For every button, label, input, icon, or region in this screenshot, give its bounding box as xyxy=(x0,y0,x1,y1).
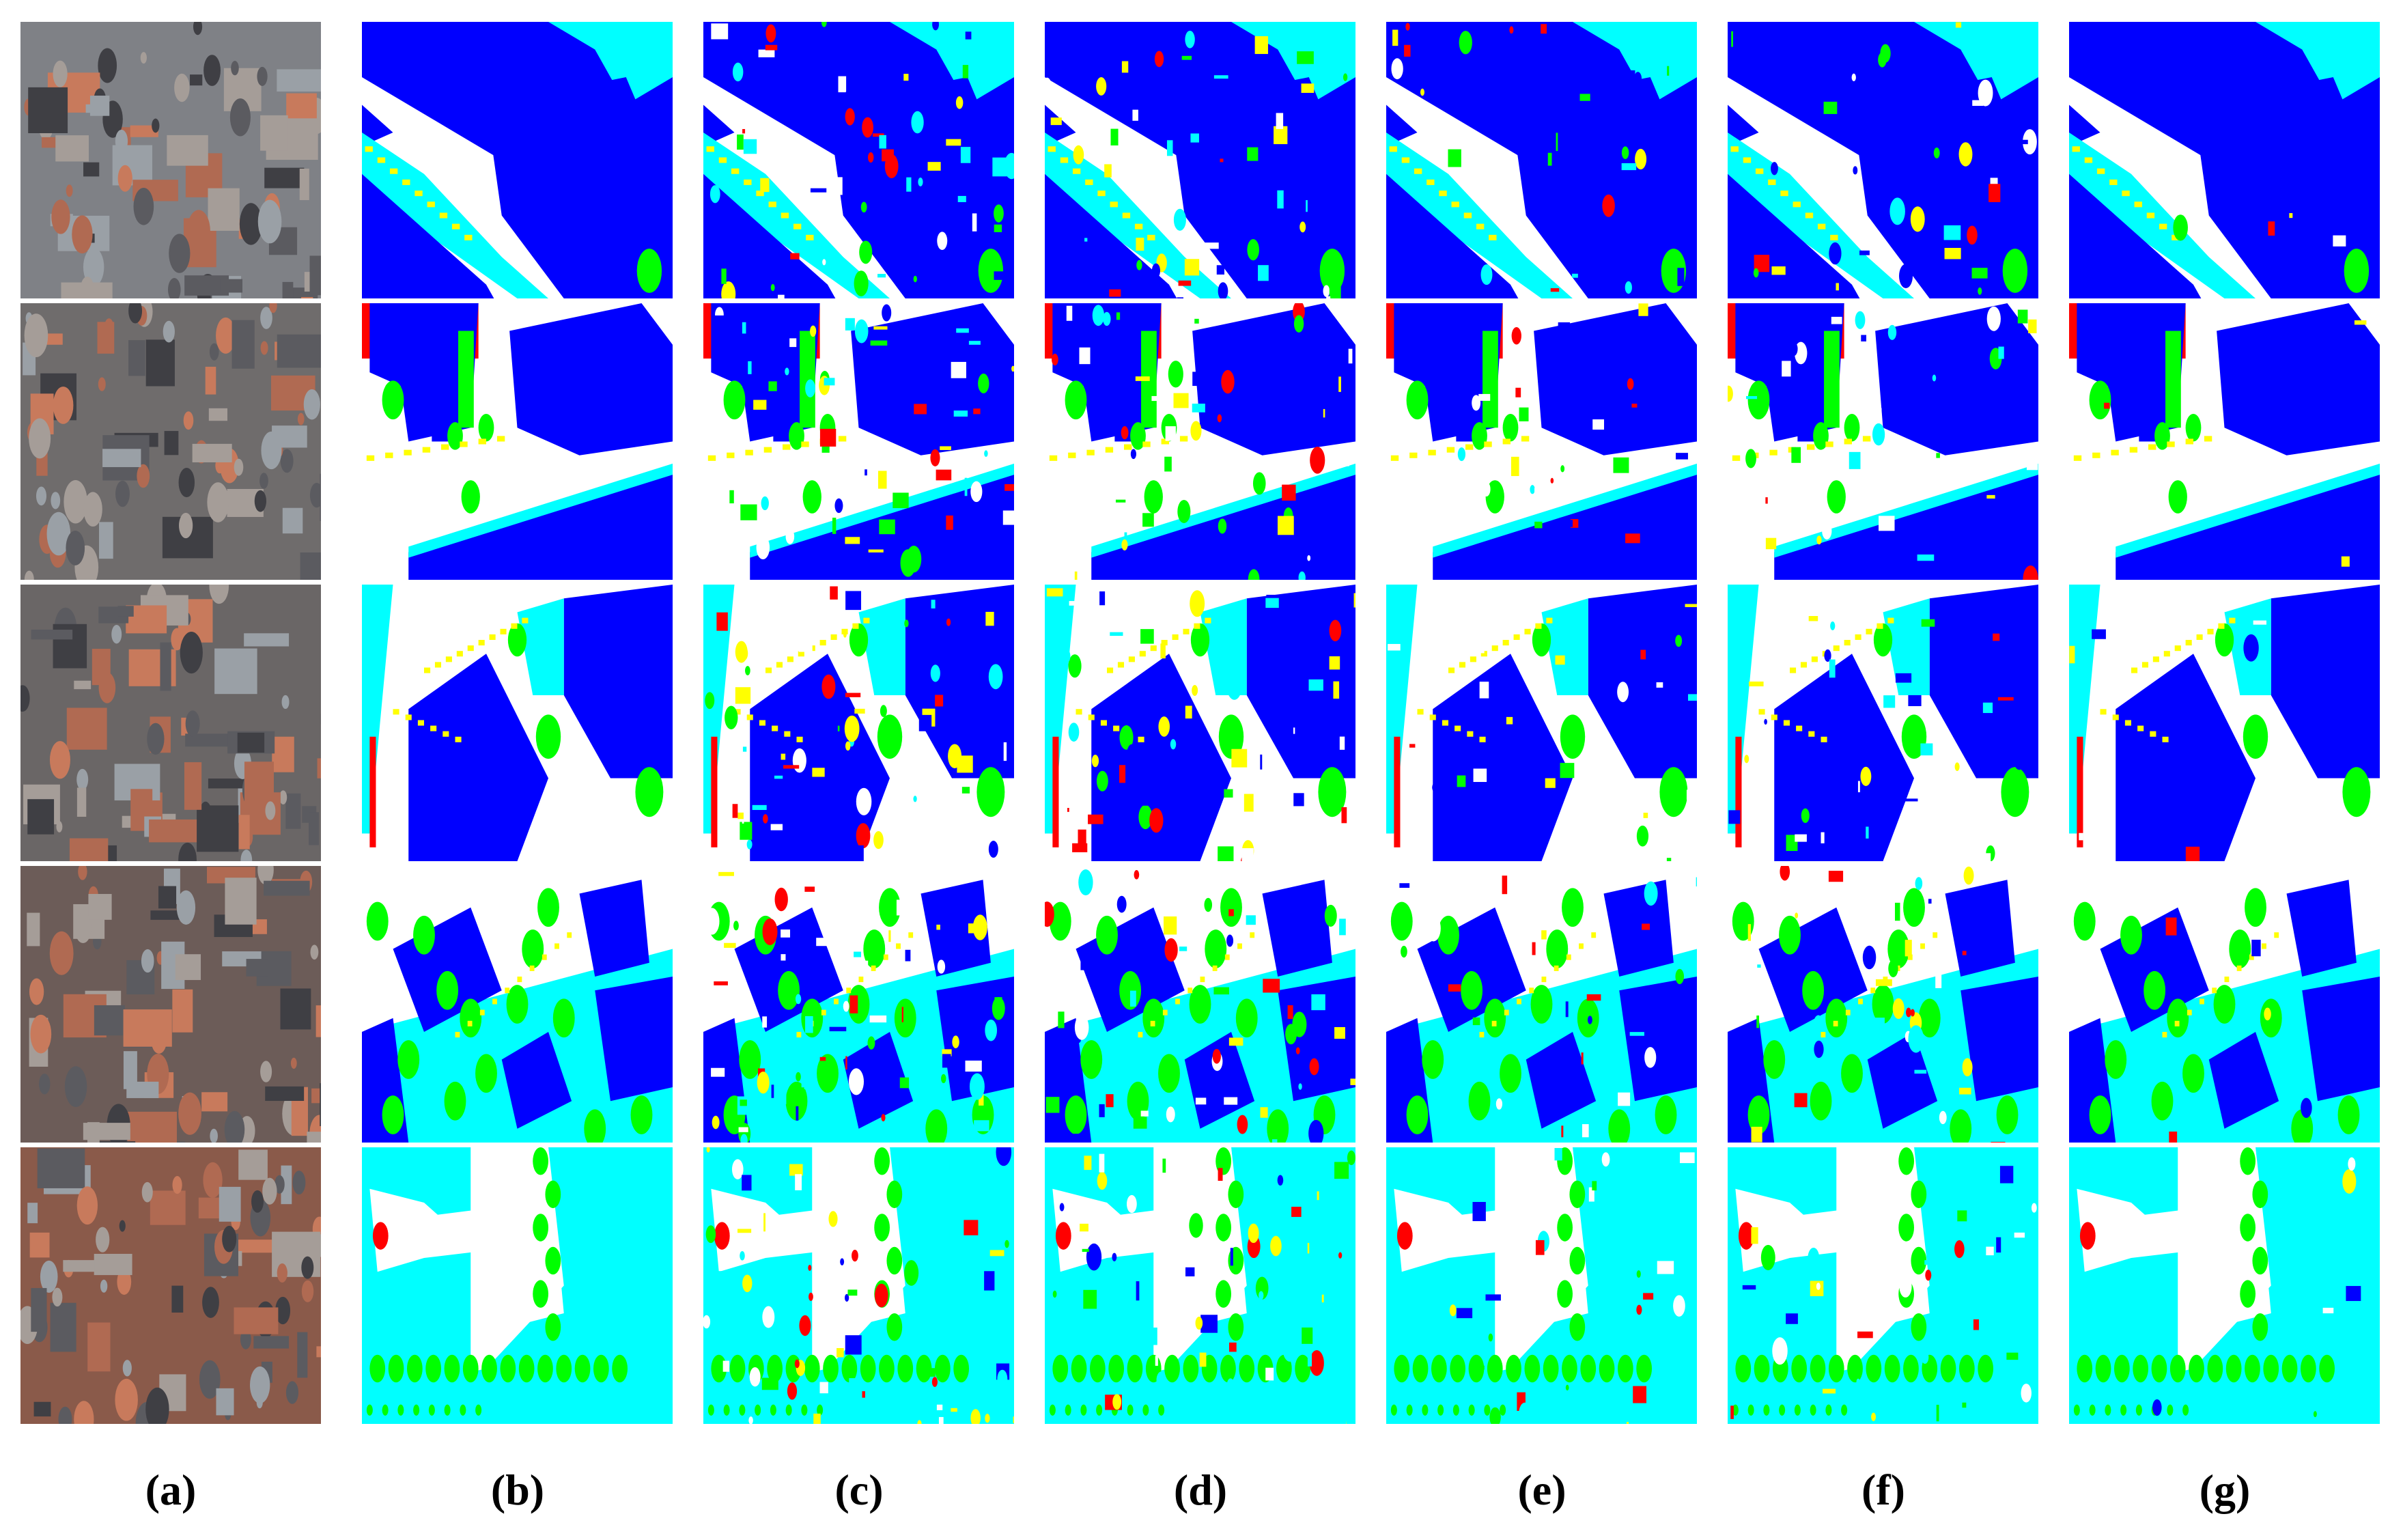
segmentation-map-g-row-5 xyxy=(2069,1147,2380,1424)
segmentation-map-d-row-5 xyxy=(1045,1147,1355,1424)
aerial-image-row-3 xyxy=(20,585,321,861)
segmentation-map-g-row-2 xyxy=(2069,303,2380,580)
segmentation-map-b-row-2 xyxy=(362,303,673,580)
segmentation-map-e-row-1 xyxy=(1386,22,1697,298)
segmentation-map-b-row-1 xyxy=(362,22,673,298)
segmentation-map-e-row-2 xyxy=(1386,303,1697,580)
aerial-image-row-5 xyxy=(20,1147,321,1424)
segmentation-map-c-row-3 xyxy=(703,585,1014,861)
segmentation-map-d-row-4 xyxy=(1045,866,1355,1143)
segmentation-map-b-row-5 xyxy=(362,1147,673,1424)
segmentation-map-g-row-3 xyxy=(2069,585,2380,861)
segmentation-map-d-row-3 xyxy=(1045,585,1355,861)
segmentation-map-d-row-1 xyxy=(1045,22,1355,298)
segmentation-map-f-row-1 xyxy=(1728,22,2038,298)
aerial-image-row-4 xyxy=(20,866,321,1143)
label-c: (c) xyxy=(834,1466,884,1514)
aerial-image-row-2 xyxy=(20,303,321,580)
segmentation-map-d-row-2 xyxy=(1045,303,1355,580)
segmentation-map-f-row-5 xyxy=(1728,1147,2038,1424)
label-e: (e) xyxy=(1517,1466,1566,1514)
label-a: (a) xyxy=(145,1466,197,1514)
aerial-image-row-1 xyxy=(20,22,321,298)
segmentation-map-g-row-1 xyxy=(2069,22,2380,298)
segmentation-map-c-row-1 xyxy=(703,22,1014,298)
segmentation-map-b-row-3 xyxy=(362,585,673,861)
segmentation-map-c-row-5 xyxy=(703,1147,1014,1424)
label-d: (d) xyxy=(1173,1466,1228,1514)
segmentation-map-f-row-3 xyxy=(1728,585,2038,861)
segmentation-map-c-row-4 xyxy=(703,866,1014,1143)
label-b: (b) xyxy=(490,1466,545,1514)
label-g: (g) xyxy=(2199,1466,2251,1514)
segmentation-map-e-row-4 xyxy=(1386,866,1697,1143)
segmentation-map-e-row-5 xyxy=(1386,1147,1697,1424)
segmentation-map-e-row-3 xyxy=(1386,585,1697,861)
segmentation-map-f-row-4 xyxy=(1728,866,2038,1143)
segmentation-map-f-row-2 xyxy=(1728,303,2038,580)
segmentation-map-b-row-4 xyxy=(362,866,673,1143)
segmentation-map-g-row-4 xyxy=(2069,866,2380,1143)
label-f: (f) xyxy=(1861,1466,1905,1514)
segmentation-map-c-row-2 xyxy=(703,303,1014,580)
